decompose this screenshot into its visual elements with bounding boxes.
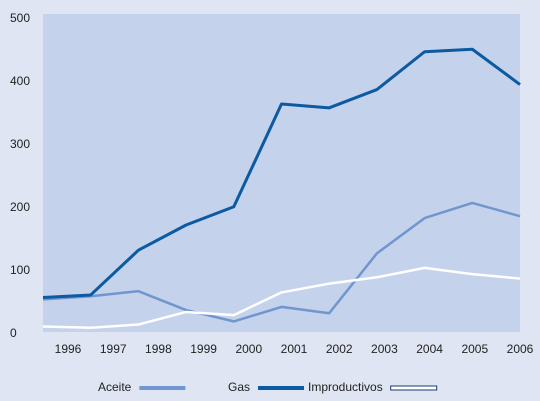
plot-area xyxy=(43,14,520,332)
y-tick-label: 400 xyxy=(10,74,30,88)
y-tick-label: 0 xyxy=(10,326,17,340)
y-tick-label: 200 xyxy=(10,200,30,214)
legend-swatch xyxy=(390,385,438,391)
legend-label: Improductivos xyxy=(308,380,383,394)
line xyxy=(42,266,521,329)
legend-label: Gas xyxy=(228,380,250,394)
x-tick-label: 1997 xyxy=(100,342,127,356)
x-tick-label: 2005 xyxy=(461,342,488,356)
x-tick-label: 2000 xyxy=(235,342,262,356)
x-tick-label: 1999 xyxy=(190,342,217,356)
y-tick-label: 500 xyxy=(10,11,30,25)
x-tick-label: 2004 xyxy=(416,342,443,356)
y-tick-label: 100 xyxy=(10,263,30,277)
x-tick-label: 2006 xyxy=(507,342,534,356)
x-tick-label: 2003 xyxy=(371,342,398,356)
x-tick-label: 2001 xyxy=(281,342,308,356)
x-tick-label: 1996 xyxy=(55,342,82,356)
line xyxy=(42,201,521,323)
y-tick-label: 300 xyxy=(10,137,30,151)
line xyxy=(42,47,521,299)
x-tick-label: 1998 xyxy=(145,342,172,356)
legend-label: Aceite xyxy=(98,380,132,394)
x-tick-label: 2002 xyxy=(326,342,353,356)
